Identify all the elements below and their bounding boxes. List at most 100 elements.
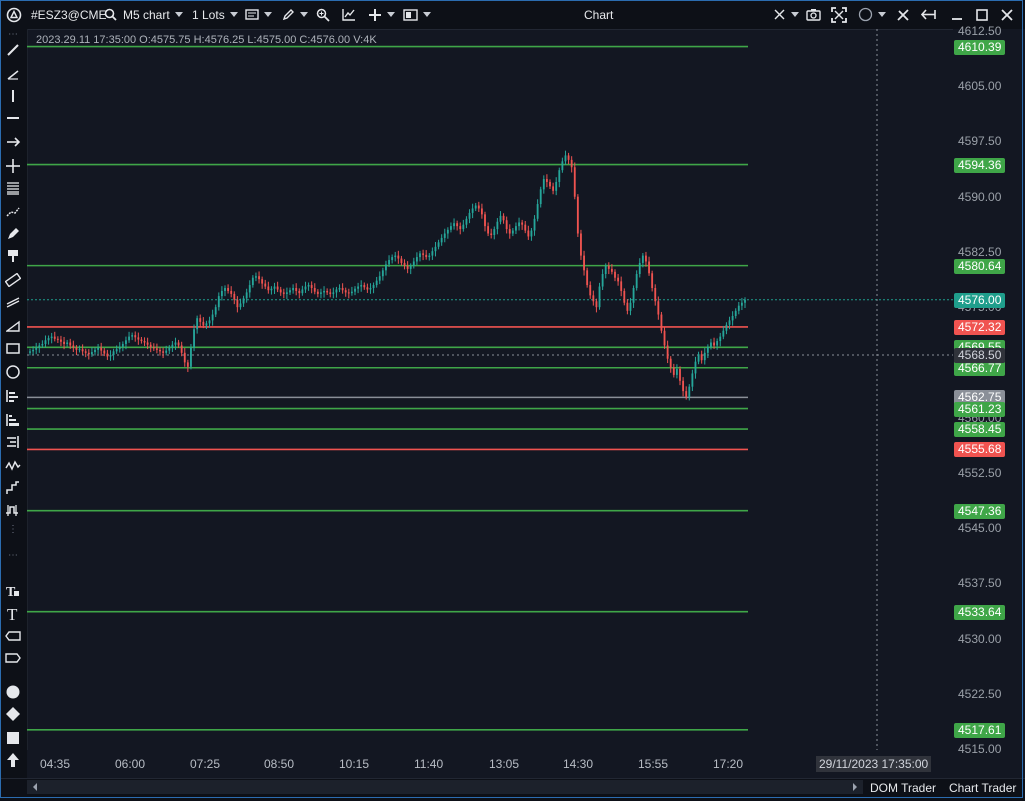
candle-body (199, 318, 202, 322)
minimize-button[interactable] (951, 0, 963, 29)
timeframe-selector[interactable]: M5 chart (104, 0, 183, 29)
last-price-tag: 4576.00 (954, 292, 1006, 308)
brush-tool-icon[interactable] (3, 247, 23, 265)
price-tick-label: 4612.50 (958, 24, 1002, 38)
ellipse-tool-icon[interactable] (3, 363, 23, 381)
zoom-button[interactable] (316, 0, 330, 29)
candle-body (285, 292, 288, 294)
candle-body (663, 330, 666, 346)
triangle-tool-icon[interactable] (3, 317, 23, 335)
fullscreen-button[interactable] (831, 0, 847, 29)
order-levels-tool-icon[interactable] (3, 433, 23, 451)
candle-body (744, 299, 746, 303)
pen-tool-icon[interactable] (3, 225, 23, 243)
lots-selector[interactable]: 1 Lots (192, 0, 238, 29)
candle-body (307, 285, 310, 287)
time-axis[interactable] (27, 750, 953, 778)
horizontal-scrollbar[interactable] (27, 780, 863, 794)
candle-body (190, 347, 192, 367)
settings-button[interactable] (896, 0, 911, 29)
text-lock-tool-icon[interactable]: T (3, 582, 23, 600)
chart-canvas[interactable] (27, 29, 953, 750)
candle-body (412, 261, 415, 266)
tab-chart-trader[interactable]: Chart Trader (949, 781, 1017, 795)
chevron-down-icon (878, 12, 886, 17)
candle-body (292, 288, 295, 291)
layout-menu[interactable] (403, 0, 431, 29)
volume-profile-tool-icon[interactable] (3, 387, 23, 405)
horizontal-line-tool-icon[interactable] (3, 109, 23, 127)
crosshair-tool-icon[interactable] (3, 157, 23, 175)
candle-body (350, 291, 353, 294)
candle-body (295, 288, 298, 291)
maximize-icon (976, 8, 988, 21)
fibonacci-tool-icon[interactable] (3, 179, 23, 197)
close-button[interactable] (1001, 0, 1013, 29)
channel-tool-icon[interactable] (3, 293, 23, 311)
color-menu[interactable] (858, 0, 886, 29)
diamond-marker-tool-icon[interactable] (3, 705, 23, 723)
candle-body (607, 265, 610, 269)
crosshair-time-tag: 29/11/2023 17:35:00 (816, 756, 932, 772)
crosshair-mode-menu[interactable] (773, 0, 799, 29)
time-tick-label: 08:50 (264, 757, 295, 771)
tools-icon (897, 8, 909, 21)
candle-body (580, 233, 582, 256)
candle-body (456, 223, 459, 227)
scroll-left-icon[interactable] (30, 780, 40, 794)
candle-body (604, 265, 607, 275)
candle-body (84, 351, 87, 353)
candle-body (316, 291, 319, 294)
rectangle-tool-icon[interactable] (3, 339, 23, 357)
add-menu[interactable] (368, 0, 395, 29)
arrow-tool-icon[interactable] (3, 133, 23, 151)
ray-tool-icon[interactable] (3, 65, 23, 83)
symbol-label: #ESZ3@CME (31, 7, 107, 22)
pitchfork-tool-icon[interactable] (3, 501, 23, 519)
arrow-up-marker-tool-icon[interactable] (3, 751, 23, 769)
app-logo-icon[interactable] (6, 0, 22, 29)
circle-marker-tool-icon[interactable] (3, 683, 23, 701)
candle-body (685, 391, 688, 397)
candle-body (375, 280, 378, 286)
lots-label: 1 Lots (192, 7, 225, 22)
candle-body (202, 321, 205, 326)
tab-dom-trader[interactable]: DOM Trader (870, 781, 937, 795)
toolbar-grip-icon: ⋯ (8, 29, 18, 40)
scroll-right-icon[interactable] (850, 780, 860, 794)
candle-body (32, 349, 35, 352)
candle-body (549, 181, 551, 187)
indicators-button[interactable] (342, 0, 356, 29)
step-line-tool-icon[interactable] (3, 479, 23, 497)
ruler-tool-icon[interactable] (3, 271, 23, 289)
circle-icon (858, 7, 873, 22)
polyline-tool-icon[interactable] (3, 203, 23, 221)
price-label-tool-icon[interactable] (3, 627, 23, 645)
candle-body (152, 346, 155, 349)
pattern-tool-icon[interactable] (3, 457, 23, 475)
drawing-tool-menu[interactable] (282, 0, 308, 29)
tag-tool-icon[interactable] (3, 649, 23, 667)
candle-body (186, 362, 189, 367)
screenshot-button[interactable] (806, 0, 821, 29)
candle-body (276, 286, 279, 290)
candle-body (394, 255, 397, 258)
candle-body (669, 358, 672, 368)
maximize-button[interactable] (976, 0, 988, 29)
chart-type-menu[interactable] (245, 0, 272, 29)
price-chart[interactable] (27, 29, 953, 750)
time-tick-label: 14:30 (563, 757, 594, 771)
pin-button[interactable] (921, 0, 936, 29)
text-tool-icon[interactable]: T (3, 605, 23, 623)
candle-body (561, 161, 564, 171)
vertical-line-tool-icon[interactable] (3, 87, 23, 105)
market-profile-tool-icon[interactable] (3, 411, 23, 429)
candle-body (100, 347, 103, 351)
price-axis[interactable] (953, 29, 1025, 750)
trend-line-tool-icon[interactable] (3, 41, 23, 59)
drawing-toolbar: ⋯ ⋮ ⋯ T T (0, 29, 28, 785)
candle-body (453, 223, 455, 227)
square-marker-tool-icon[interactable] (3, 729, 23, 747)
symbol-selector[interactable]: #ESZ3@CME (31, 0, 107, 29)
candle-body (183, 352, 186, 363)
